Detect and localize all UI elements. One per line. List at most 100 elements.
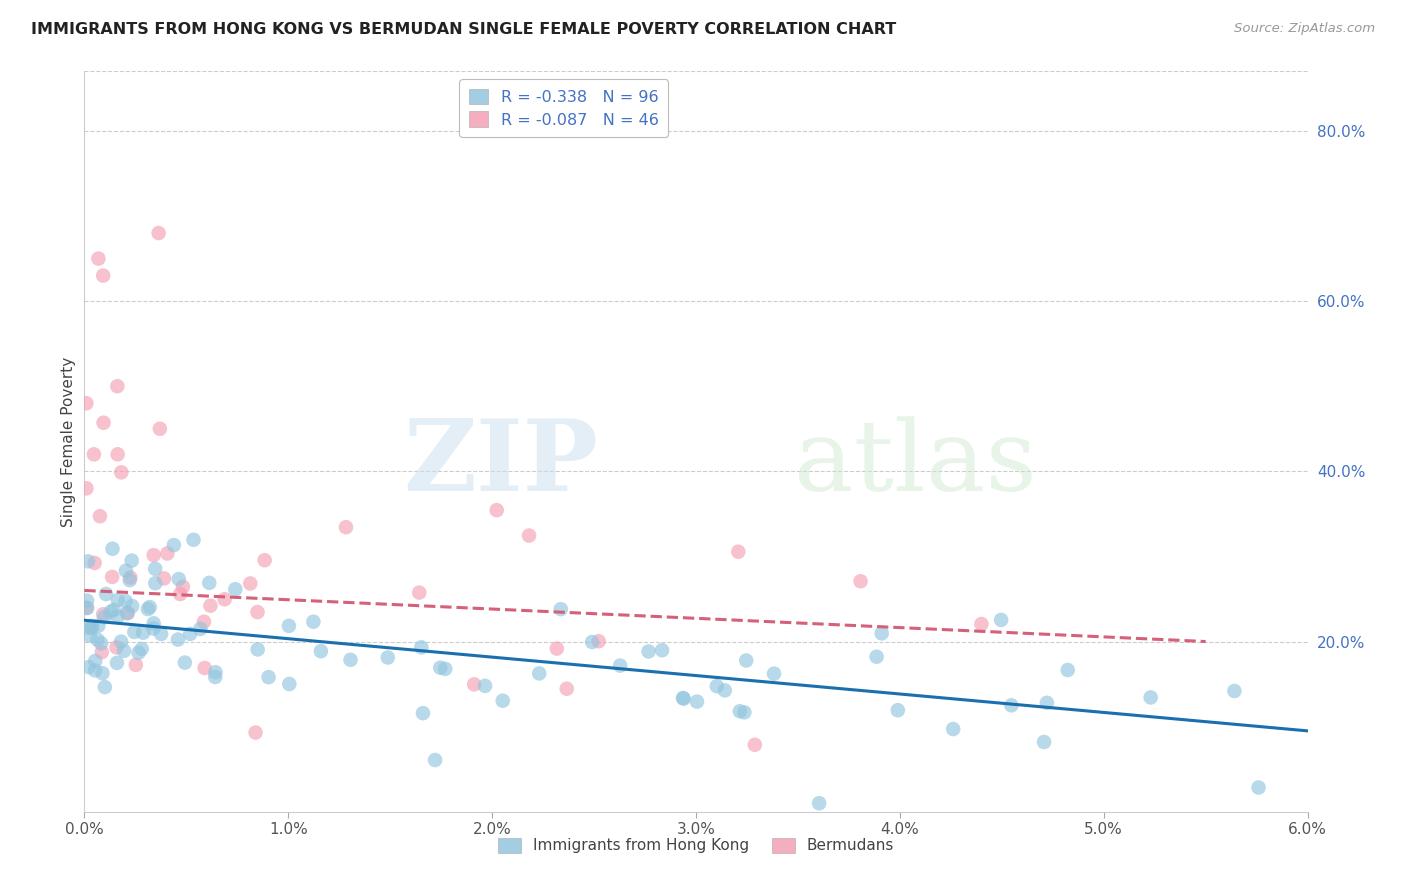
Point <box>105 640 128 655</box>
Point <box>651 643 673 657</box>
Point <box>1033 735 1056 749</box>
Point <box>200 599 222 613</box>
Point <box>204 670 226 684</box>
Point <box>246 605 269 619</box>
Point <box>706 679 728 693</box>
Point <box>124 624 146 639</box>
Point <box>588 634 610 648</box>
Point <box>728 704 751 718</box>
Point <box>107 593 129 607</box>
Point <box>686 695 709 709</box>
Point <box>1056 663 1078 677</box>
Point <box>517 528 540 542</box>
Point <box>91 268 114 283</box>
Point <box>609 658 631 673</box>
Point <box>87 252 110 266</box>
Point <box>75 601 97 615</box>
Point <box>637 644 659 658</box>
Point <box>257 670 280 684</box>
Point <box>115 606 138 620</box>
Point <box>733 706 755 720</box>
Point <box>153 571 176 585</box>
Point <box>1036 696 1059 710</box>
Point <box>246 642 269 657</box>
Point <box>76 593 98 607</box>
Point <box>763 666 786 681</box>
Point <box>117 606 139 620</box>
Point <box>198 575 221 590</box>
Point <box>101 541 124 556</box>
Point <box>142 548 165 562</box>
Point <box>1247 780 1270 795</box>
Point <box>239 576 262 591</box>
Point <box>550 602 572 616</box>
Point <box>105 379 128 393</box>
Point <box>84 664 107 678</box>
Point <box>80 621 103 635</box>
Text: atlas: atlas <box>794 416 1036 512</box>
Point <box>423 753 446 767</box>
Y-axis label: Single Female Poverty: Single Female Poverty <box>60 357 76 526</box>
Point <box>91 666 114 681</box>
Point <box>474 679 496 693</box>
Point <box>77 554 100 568</box>
Point <box>942 722 965 736</box>
Point <box>80 619 103 633</box>
Point <box>79 621 101 635</box>
Point <box>76 601 98 615</box>
Point <box>412 706 434 721</box>
Point <box>970 617 993 632</box>
Point <box>887 703 910 717</box>
Point <box>870 626 893 640</box>
Point <box>83 556 105 570</box>
Point <box>277 619 299 633</box>
Point <box>744 738 766 752</box>
Point <box>128 646 150 660</box>
Point <box>167 632 190 647</box>
Point <box>90 645 112 659</box>
Point <box>1000 698 1022 713</box>
Text: IMMIGRANTS FROM HONG KONG VS BERMUDAN SINGLE FEMALE POVERTY CORRELATION CHART: IMMIGRANTS FROM HONG KONG VS BERMUDAN SI… <box>31 22 896 37</box>
Point <box>87 618 110 632</box>
Point <box>156 547 179 561</box>
Point <box>93 610 115 624</box>
Point <box>93 416 115 430</box>
Point <box>84 654 107 668</box>
Point <box>114 594 136 608</box>
Point <box>492 694 515 708</box>
Point <box>204 665 226 680</box>
Point <box>808 796 831 810</box>
Point <box>103 603 125 617</box>
Point <box>139 600 162 615</box>
Point <box>194 661 217 675</box>
Point <box>190 622 212 636</box>
Point <box>125 657 148 672</box>
Point <box>167 572 190 586</box>
Point <box>118 573 141 587</box>
Point <box>278 677 301 691</box>
Point <box>100 605 122 619</box>
Point <box>77 660 100 674</box>
Point <box>112 644 135 658</box>
Point <box>727 544 749 558</box>
Point <box>408 585 430 599</box>
Point <box>149 422 172 436</box>
Point <box>245 725 267 739</box>
Point <box>136 602 159 616</box>
Point <box>546 641 568 656</box>
Point <box>173 656 195 670</box>
Text: Source: ZipAtlas.com: Source: ZipAtlas.com <box>1234 22 1375 36</box>
Point <box>121 553 143 567</box>
Point <box>429 661 451 675</box>
Point <box>335 520 357 534</box>
Point <box>302 615 325 629</box>
Point <box>581 635 603 649</box>
Point <box>115 564 138 578</box>
Point <box>849 574 872 589</box>
Point <box>183 533 205 547</box>
Point <box>83 447 105 461</box>
Point <box>143 562 166 576</box>
Point <box>131 642 153 657</box>
Point <box>94 587 117 601</box>
Point <box>214 592 236 607</box>
